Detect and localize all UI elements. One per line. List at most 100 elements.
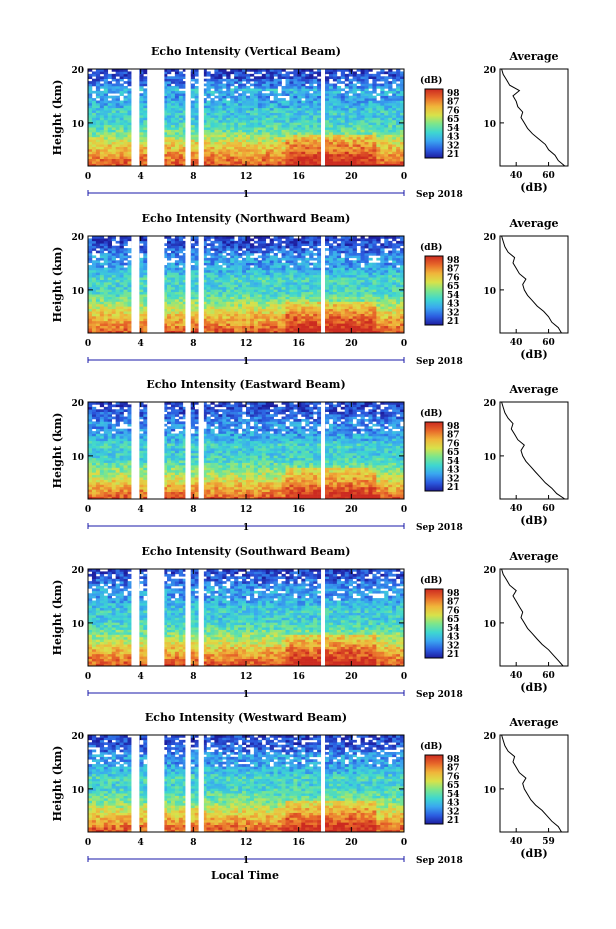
heatmap-cell	[388, 151, 393, 155]
heatmap-cell	[119, 330, 124, 334]
heatmap-cell	[277, 149, 282, 152]
heatmap-cell	[293, 156, 298, 160]
heatmap-cell	[297, 90, 302, 94]
heatmap-cell	[273, 105, 278, 109]
heatmap-cell	[332, 98, 338, 101]
heatmap-cell	[396, 105, 401, 109]
heatmap-cell	[170, 93, 176, 96]
heatmap-cell	[392, 153, 397, 157]
heatmap-cell	[163, 158, 168, 162]
heatmap-cell	[218, 134, 223, 138]
heatmap-cell	[364, 279, 369, 283]
heatmap-cell	[210, 93, 215, 96]
heatmap-cell	[309, 328, 314, 331]
heatmap-cell	[384, 289, 389, 293]
heatmap-cell	[380, 308, 385, 312]
heatmap-cell	[226, 88, 231, 92]
profile-y-tick-label: 10	[483, 120, 496, 130]
heatmap-cell	[226, 291, 231, 295]
heatmap-cell	[265, 122, 270, 126]
heatmap-cell	[356, 95, 361, 99]
heatmap-cell	[293, 313, 298, 317]
heatmap-cell	[143, 296, 148, 300]
heatmap-cell	[360, 127, 365, 130]
heatmap-cell	[99, 277, 105, 280]
heatmap-cell	[273, 311, 278, 314]
heatmap-cell	[107, 85, 112, 89]
heatmap-cell	[103, 151, 109, 155]
heatmap-cell	[174, 90, 180, 94]
heatmap-cell	[234, 117, 239, 121]
heatmap-cell	[317, 318, 322, 322]
heatmap-cell	[143, 71, 148, 75]
heatmap-cell	[242, 144, 247, 147]
heatmap-cell	[396, 323, 401, 327]
heatmap-cell	[376, 124, 381, 128]
heatmap-cell	[348, 127, 353, 130]
heatmap-cell	[376, 291, 381, 295]
heatmap-cell	[309, 161, 314, 164]
heatmap-cell	[163, 69, 168, 72]
heatmap-cell	[119, 115, 124, 118]
heatmap-cell	[376, 127, 381, 130]
heatmap-cell	[194, 156, 199, 160]
heatmap-cell	[139, 291, 144, 295]
heatmap-cell	[178, 149, 184, 152]
heatmap-cell	[190, 325, 195, 329]
heatmap-cell	[194, 277, 199, 280]
heatmap-cell	[396, 117, 401, 121]
heatmap-cell	[170, 100, 176, 104]
heatmap-cell	[111, 277, 116, 280]
heatmap-cell	[238, 323, 243, 327]
heatmap-cell	[388, 318, 393, 322]
heatmap-cell	[273, 149, 278, 152]
heatmap-cell	[273, 93, 278, 96]
heatmap-cell	[261, 110, 267, 113]
heatmap-cell	[289, 83, 294, 87]
heatmap-cell	[182, 76, 188, 79]
heatmap-cell	[400, 100, 405, 104]
heatmap-cell	[380, 124, 385, 128]
heatmap-cell	[242, 88, 247, 92]
heatmap-cell	[392, 291, 397, 295]
heatmap-cell	[305, 88, 310, 92]
heatmap-cell	[190, 134, 195, 138]
heatmap-cell	[317, 98, 322, 101]
heatmap-cell	[218, 127, 223, 130]
heatmap-cell	[360, 100, 365, 104]
heatmap-cell	[313, 311, 318, 314]
heatmap-cell	[384, 284, 389, 288]
heatmap-cell	[163, 282, 168, 285]
heatmap-cell	[127, 107, 132, 111]
heatmap-cell	[178, 73, 184, 77]
heatmap-cell	[301, 88, 306, 92]
heatmap-cell	[265, 139, 270, 143]
heatmap-cell	[281, 277, 286, 280]
heatmap-cell	[384, 98, 389, 101]
heatmap-cell	[297, 313, 302, 317]
heatmap-cell	[214, 105, 219, 109]
heatmap-cell	[261, 303, 267, 307]
heatmap-cell	[210, 156, 215, 160]
heatmap-cell	[143, 279, 148, 283]
heatmap-cell	[364, 325, 369, 329]
heatmap-cell	[178, 139, 184, 143]
heatmap-cell	[206, 328, 211, 331]
heatmap-cell	[388, 127, 393, 130]
heatmap-cell	[226, 308, 231, 312]
heatmap-cell	[356, 76, 361, 79]
heatmap-cell	[332, 323, 338, 327]
heatmap-cell	[400, 76, 405, 79]
heatmap-cell	[293, 105, 298, 109]
heatmap-cell	[328, 303, 334, 307]
heatmap-cell	[210, 301, 215, 305]
heatmap-cell	[246, 107, 251, 111]
heatmap-cell	[356, 115, 361, 118]
heatmap-cell	[313, 119, 318, 123]
heatmap-cell	[344, 100, 349, 104]
heatmap-cell	[384, 156, 389, 160]
heatmap-cell	[388, 141, 393, 145]
heatmap-cell	[222, 311, 227, 314]
heatmap-cell	[281, 88, 286, 92]
heatmap-cell	[182, 119, 188, 123]
